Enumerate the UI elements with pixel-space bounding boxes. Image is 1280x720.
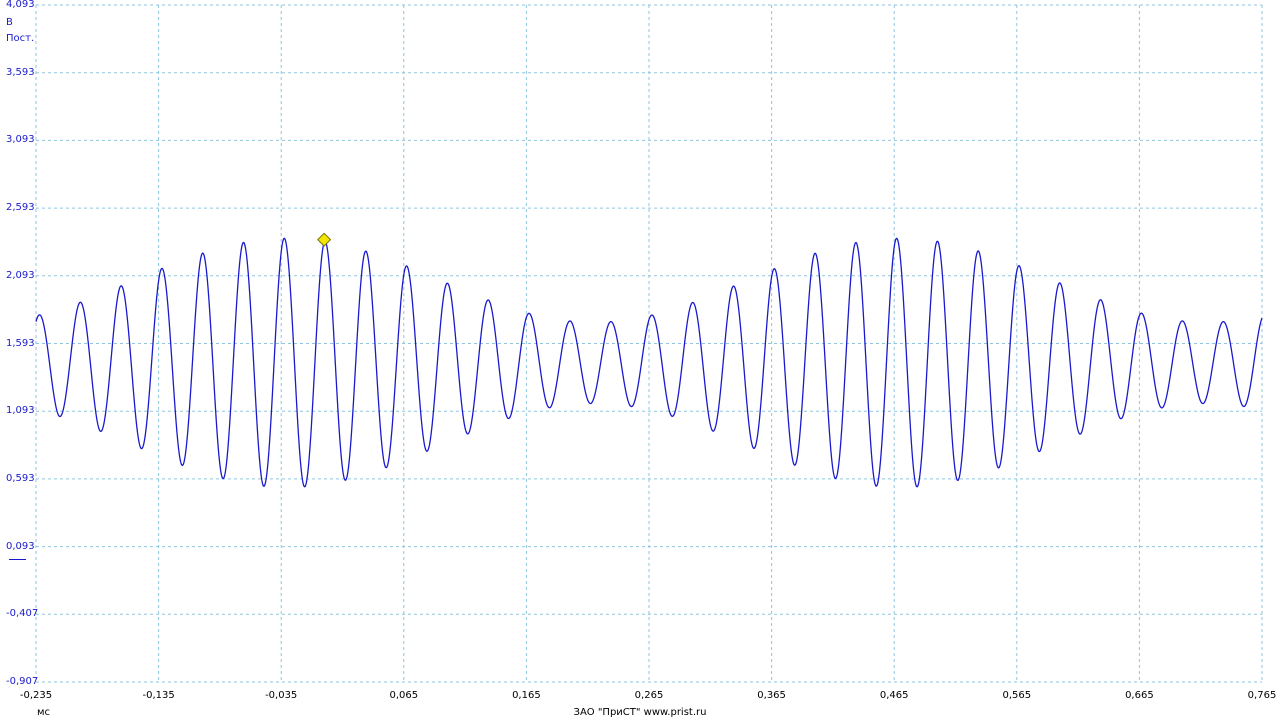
x-tick-label: 0,665 [1125, 690, 1154, 701]
cursor-marker[interactable] [317, 232, 332, 247]
x-tick-label: 0,265 [634, 690, 664, 701]
x-tick-label: -0,135 [142, 690, 175, 701]
y-tick-label: -0,907 [6, 676, 39, 687]
y-tick-label: 2,593 [6, 202, 35, 214]
y-tick-label: 3,093 [6, 134, 35, 146]
x-tick-label: 0,465 [879, 690, 909, 701]
y-tick-label: 2,093 [6, 269, 35, 281]
y-tick-label: -0,407 [6, 608, 39, 620]
x-tick-label: 0,165 [512, 690, 541, 701]
y-tick-label: 1,093 [6, 405, 35, 417]
y-tick-label: 1,593 [6, 337, 35, 349]
x-tick-label: 0,765 [1247, 690, 1277, 701]
y-tick-label: 0,093 [6, 540, 35, 552]
signal-trace [35, 237, 1263, 488]
x-tick-label: 0,565 [1002, 690, 1032, 701]
y-axis-unit: В [6, 17, 13, 28]
x-tick-label: 0,065 [389, 690, 419, 701]
x-tick-label: -0,235 [19, 690, 53, 701]
coupling-mode-label: Пост. [6, 33, 35, 44]
footer-credit: ЗАО "ПриСТ" www.prist.ru [573, 707, 707, 718]
x-axis-unit: мс [37, 707, 51, 718]
y-tick-label: 4,093 [6, 0, 35, 10]
grid-lines [35, 4, 1263, 683]
ground-level-marker [9, 559, 26, 560]
x-tick-label: 0,365 [757, 690, 786, 701]
x-tick-label: -0,035 [265, 690, 298, 701]
y-tick-label: 0,593 [6, 472, 35, 484]
y-tick-label: 3,593 [6, 66, 35, 78]
